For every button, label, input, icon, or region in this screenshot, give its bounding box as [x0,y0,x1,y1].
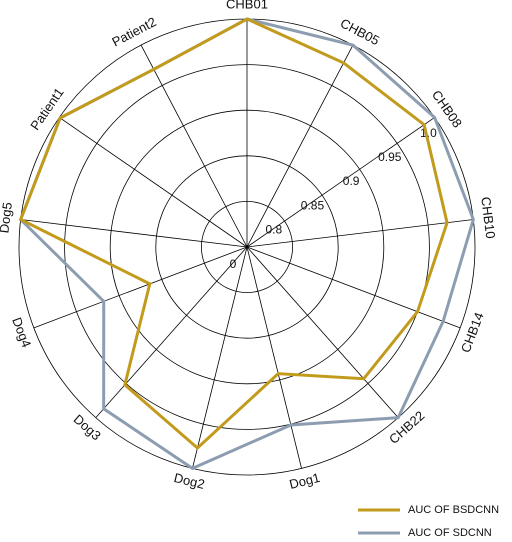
legend-label: AUC OF SDCNN [408,527,492,539]
axis-line [33,246,248,329]
category-label: CHB22 [386,408,427,447]
category-label: Dog3 [71,411,104,443]
axis-line [95,246,248,418]
category-label: Dog1 [288,470,322,492]
series-polygon [18,17,449,451]
category-label: CHB14 [458,310,487,355]
r-tick-label: 0.85 [301,198,325,212]
r-tick-label: 0.9 [343,174,360,188]
category-label: Patient1 [27,85,66,133]
axis-line [246,246,461,329]
category-label: CHB10 [478,196,498,239]
category-label: Dog2 [172,470,206,492]
axis-line [140,44,248,248]
category-label: Dog5 [0,201,15,234]
axis-line [246,246,302,469]
axis-line [246,246,399,418]
axis-line [20,219,248,248]
category-label: Patient2 [109,14,158,49]
category-label: CHB01 [226,0,268,11]
axis-line [192,246,248,469]
category-label: CHB08 [429,87,465,130]
axis-line [246,219,474,248]
axis-line [59,117,248,248]
category-label: Dog4 [9,315,34,349]
r-tick-label: 0.95 [378,150,402,164]
axis-line [246,44,354,248]
r-tick-label: 0 [230,257,237,271]
legend-label: AUC OF BSDCNN [408,504,499,516]
axis-line [246,117,435,248]
